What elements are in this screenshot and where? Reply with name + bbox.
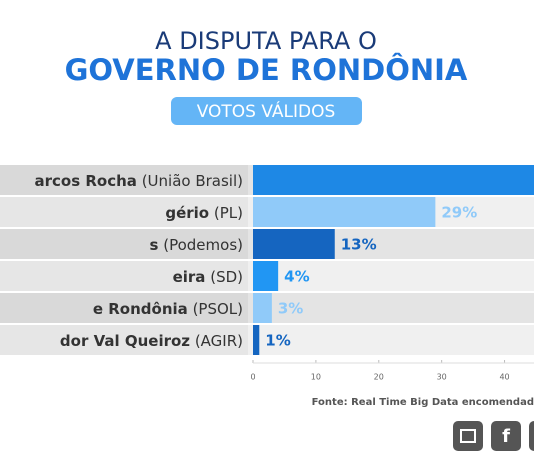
value-label: 29% — [441, 204, 477, 222]
chart-subtitle: GOVERNO DE RONDÔNIA — [65, 53, 468, 87]
badge: VOTOS VÁLIDOS — [197, 100, 336, 122]
candidate-name: arcos Rocha — [35, 172, 137, 190]
bar — [253, 261, 279, 291]
category-label: dor Val Queiroz (AGIR) — [60, 332, 243, 350]
category-label: e Rondônia (PSOL) — [93, 300, 243, 318]
category-label: gério (PL) — [165, 204, 243, 222]
candidate-party: (União Brasil) — [142, 172, 243, 190]
label-bg — [0, 293, 248, 323]
chart-title: A DISPUTA PARA O — [155, 27, 377, 55]
category-label: arcos Rocha (União Brasil) — [35, 172, 244, 190]
candidate-name: gério — [165, 204, 209, 222]
badge-bg — [171, 97, 362, 125]
icon-news[interactable] — [453, 421, 483, 451]
label-bg — [0, 197, 248, 227]
x-tick-label: 40 — [499, 373, 509, 382]
x-tick-label: 30 — [437, 373, 447, 382]
value-label: 13% — [341, 236, 377, 254]
bar — [253, 229, 335, 259]
bar — [253, 293, 272, 323]
x-tick-label: 0 — [250, 373, 255, 382]
x-tick-label: 20 — [374, 373, 384, 382]
icon-more[interactable] — [529, 421, 534, 451]
source: Fonte: Real Time Big Data encomendad — [312, 397, 534, 408]
value-label: 4% — [284, 268, 309, 286]
icon-glyph: f — [502, 426, 510, 447]
candidate-party: (PL) — [214, 204, 243, 222]
candidate-party: (AGIR) — [195, 332, 243, 350]
candidate-party: (PSOL) — [193, 300, 243, 318]
icon-glyph — [460, 429, 476, 443]
value-label: 1% — [265, 332, 290, 350]
icon-facebook[interactable] — [491, 421, 521, 451]
label-bg — [0, 165, 248, 195]
label-bg — [0, 229, 248, 259]
bar — [253, 325, 260, 355]
candidate-name: dor Val Queiroz — [60, 332, 190, 350]
share-icons: f — [453, 421, 534, 451]
candidate-party: (Podemos) — [163, 236, 243, 254]
value-label: 3% — [278, 300, 303, 318]
label-bg — [0, 325, 248, 355]
label-bg — [0, 261, 248, 291]
candidate-name: s — [150, 236, 159, 254]
candidate-name: eira — [173, 268, 206, 286]
x-tick-label: 10 — [311, 373, 321, 382]
candidate-name: e Rondônia — [93, 300, 188, 318]
category-label: s (Podemos) — [150, 236, 243, 254]
candidate-party: (SD) — [210, 268, 243, 286]
bar — [253, 197, 436, 227]
bar — [253, 165, 534, 195]
category-label: eira (SD) — [173, 268, 243, 286]
